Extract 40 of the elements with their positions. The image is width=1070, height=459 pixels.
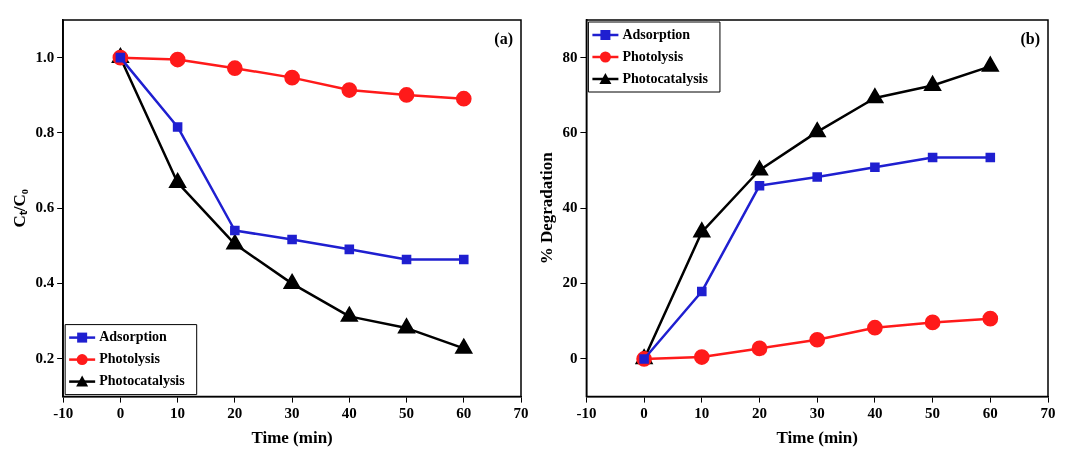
x-tick-label: 40 bbox=[867, 405, 883, 422]
legend-label: Photolysis bbox=[99, 351, 161, 367]
y-tick-label: 40 bbox=[562, 199, 578, 216]
y-tick-label: 60 bbox=[562, 123, 578, 140]
x-tick-label: 40 bbox=[341, 405, 357, 422]
legend-label: Adsorption bbox=[99, 329, 168, 345]
y-tick-label: 0.4 bbox=[35, 274, 55, 291]
x-axis-title: Time (min) bbox=[251, 428, 333, 448]
y-axis-title: Cₜ/C₀ bbox=[9, 189, 29, 228]
x-tick-label: 60 bbox=[456, 405, 472, 422]
legend-label: Photocatalysis bbox=[99, 373, 186, 389]
x-tick-label: 0 bbox=[116, 405, 125, 422]
x-tick-label: 50 bbox=[399, 405, 415, 422]
annotation: (b) bbox=[1020, 30, 1040, 49]
x-tick-label: 70 bbox=[513, 405, 529, 422]
x-axis-title: Time (min) bbox=[776, 428, 858, 448]
x-tick-label: 60 bbox=[982, 405, 998, 422]
x-tick-label: 30 bbox=[809, 405, 825, 422]
y-axis-title: % Degradation bbox=[536, 151, 556, 265]
annotation: (a) bbox=[494, 30, 513, 49]
x-tick-label: 30 bbox=[284, 405, 300, 422]
x-tick-label: 0 bbox=[640, 405, 648, 422]
y-tick-label: 0.2 bbox=[35, 349, 55, 366]
x-tick-label: 70 bbox=[1040, 405, 1056, 422]
x-tick-label: -10 bbox=[53, 405, 74, 422]
legend-label: Photocatalysis bbox=[622, 70, 709, 86]
x-tick-label: 10 bbox=[170, 405, 186, 422]
y-tick-label: 0.6 bbox=[35, 199, 55, 216]
x-tick-label: 20 bbox=[227, 405, 243, 422]
legend-label: Adsorption bbox=[622, 26, 691, 42]
legend-label: Photolysis bbox=[622, 48, 684, 64]
y-tick-label: 20 bbox=[562, 274, 578, 291]
x-tick-label: -10 bbox=[576, 405, 597, 422]
y-tick-label: 0.8 bbox=[35, 123, 55, 140]
x-tick-label: 50 bbox=[925, 405, 941, 422]
x-tick-label: 10 bbox=[694, 405, 710, 422]
y-tick-label: 80 bbox=[562, 48, 578, 65]
y-tick-label: 0 bbox=[569, 349, 578, 366]
x-tick-label: 20 bbox=[752, 405, 767, 422]
y-tick-label: 1.0 bbox=[35, 48, 55, 65]
